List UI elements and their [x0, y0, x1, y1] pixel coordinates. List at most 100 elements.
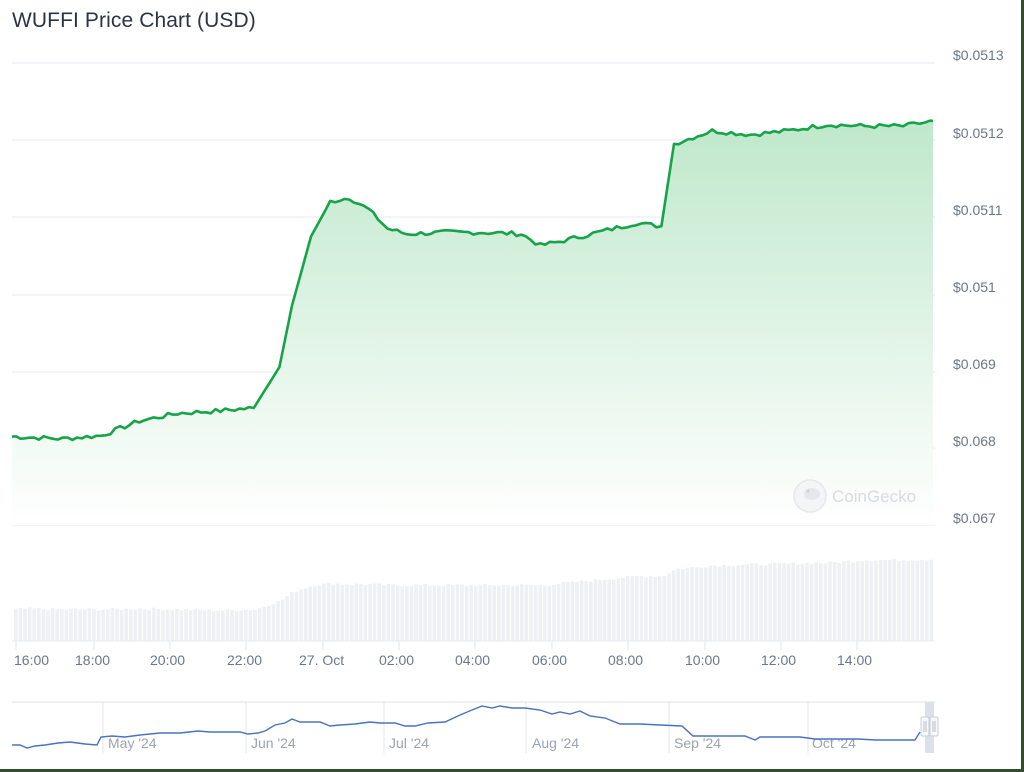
y-tick-label: $0.0512	[953, 125, 1004, 141]
volume-bar	[193, 608, 197, 641]
volume-bar	[96, 610, 101, 641]
navigator-label: Sep '24	[674, 735, 721, 751]
navigator-label: May '24	[108, 735, 157, 751]
volume-bar	[239, 610, 243, 641]
volume-bar	[359, 584, 363, 641]
volume-bar	[368, 584, 372, 641]
volume-bar	[119, 610, 124, 641]
volume-bar	[897, 561, 901, 641]
volume-bar	[837, 562, 841, 641]
volume-bar	[290, 591, 294, 641]
volume-bar	[593, 579, 598, 641]
volume-bar	[846, 560, 851, 641]
volume-bar	[244, 609, 248, 641]
volume-bar	[179, 610, 184, 641]
volume-bar	[547, 585, 552, 641]
y-tick-label: $0.069	[953, 356, 996, 372]
volume-bar	[216, 610, 220, 641]
navigator[interactable]: May '24 Jun '24 Jul '24 Aug '24 Sep '24 …	[12, 701, 939, 753]
volume-bar	[492, 585, 496, 641]
volume-bar	[874, 560, 878, 641]
volume-bar	[911, 560, 915, 641]
x-tick-label: 04:00	[455, 652, 490, 668]
x-axis: 16:00 18:00 20:00 22:00 27. Oct 02:00 04…	[12, 640, 935, 668]
volume-bar	[170, 610, 174, 641]
volume-bar	[929, 559, 933, 641]
volume-bar	[717, 566, 722, 641]
volume-bar	[395, 585, 400, 641]
x-tick-label: 18:00	[75, 652, 110, 668]
volume-bar	[630, 575, 634, 641]
volume-bar	[331, 584, 335, 641]
volume-bar	[152, 607, 156, 641]
volume-bar	[37, 608, 41, 641]
volume-bar	[777, 562, 782, 641]
volume-bar	[285, 596, 289, 641]
volume-bar	[161, 610, 165, 641]
volume-bar	[639, 576, 644, 641]
volume-bar	[377, 583, 381, 641]
volume-bar	[271, 604, 276, 641]
volume-bar	[478, 584, 483, 641]
volume-bar	[805, 562, 809, 641]
volume-bar	[731, 566, 736, 641]
volume-bar	[828, 561, 832, 641]
volume-bar	[414, 584, 418, 641]
volume-bar	[906, 561, 910, 641]
volume-bar	[451, 584, 455, 641]
navigator-right-handle[interactable]	[929, 716, 939, 737]
volume-bar	[349, 585, 354, 641]
volume-bar	[888, 559, 892, 641]
volume-bar	[644, 577, 648, 641]
volume-bar	[713, 565, 717, 641]
volume-bar	[685, 567, 690, 641]
volume-bar	[248, 610, 253, 641]
volume-bar	[676, 568, 680, 641]
volume-bar	[823, 563, 828, 641]
volume-bar	[924, 560, 929, 641]
volume-bar	[842, 561, 846, 641]
volume-bar	[529, 585, 533, 641]
y-tick-label: $0.068	[953, 433, 996, 449]
volume-bar	[800, 563, 805, 641]
volume-bar	[340, 584, 345, 641]
volume-bar	[92, 608, 96, 641]
volume-bar	[860, 561, 864, 641]
volume-bar	[101, 609, 105, 641]
volume-bar	[326, 582, 331, 641]
volume-bar	[262, 606, 266, 641]
volume-bar	[106, 609, 110, 641]
volume-bar	[138, 608, 142, 641]
volume-bar	[662, 576, 667, 641]
volume-bar	[372, 583, 377, 641]
volume-bar	[280, 599, 285, 641]
volume-bar	[221, 610, 225, 641]
volume-bar	[754, 563, 759, 641]
x-tick-label: 27. Oct	[299, 652, 344, 668]
volume-bar	[915, 560, 920, 641]
y-tick-label: $0.0511	[953, 202, 1003, 218]
volume-bar	[257, 608, 262, 641]
volume-bar	[409, 586, 414, 641]
x-tick-label: 16:00	[14, 652, 49, 668]
volume-bar	[786, 563, 791, 641]
volume-bar	[796, 564, 800, 641]
x-tick-label: 08:00	[608, 652, 643, 668]
volume-bar	[819, 563, 823, 641]
volume-bar	[694, 567, 699, 641]
navigator-left-handle[interactable]	[920, 716, 930, 737]
volume-bar	[883, 559, 887, 641]
volume-bar	[681, 569, 685, 641]
price-line[interactable]	[11, 119, 934, 442]
volume-bar	[73, 608, 78, 641]
volume-bar	[345, 584, 349, 641]
volume-bar	[671, 570, 676, 641]
volume-bar	[207, 609, 211, 641]
volume-bar	[607, 579, 611, 641]
volume-bar	[487, 584, 492, 641]
volume-bars	[14, 558, 933, 641]
chart-title: WUFFI Price Chart (USD)	[12, 9, 256, 32]
volume-bar	[658, 576, 662, 641]
volume-bar	[708, 565, 713, 641]
